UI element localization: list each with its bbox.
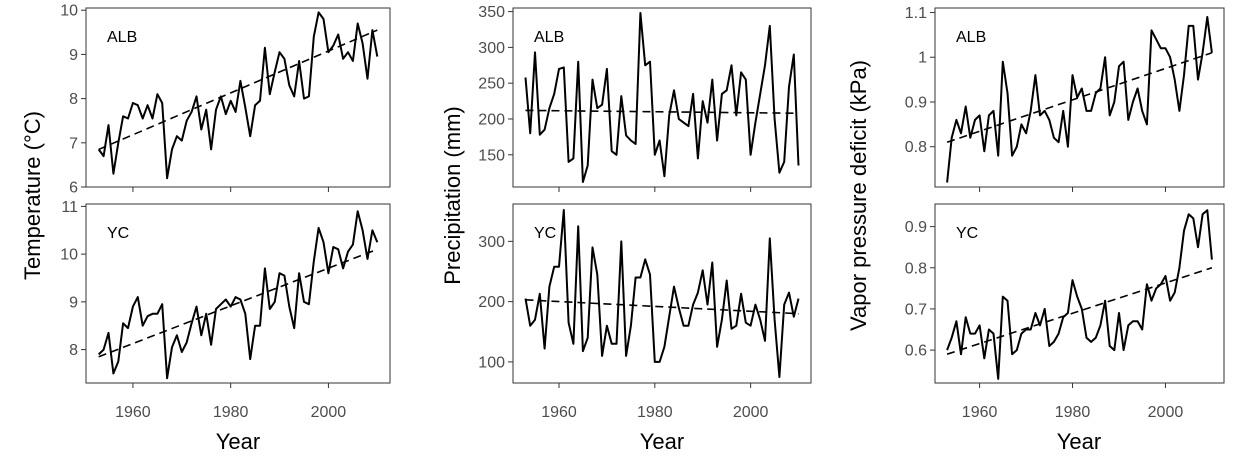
panel-label: YC xyxy=(956,225,978,242)
series-line-yc xyxy=(524,209,800,378)
y-tick-label: 150 xyxy=(478,147,505,164)
x-tick-label: 2000 xyxy=(733,404,769,421)
y-axis-title: Temperature (°C) xyxy=(20,111,45,280)
y-tick-label: 0.8 xyxy=(905,139,927,156)
panel-frame xyxy=(934,203,1225,384)
y-tick-label: 1 xyxy=(918,50,927,67)
y-tick-label: 300 xyxy=(478,40,505,57)
y-tick-label: 6 xyxy=(69,180,78,197)
panel-frame xyxy=(512,7,812,188)
trend-line-yc xyxy=(98,248,378,358)
trend-line-yc xyxy=(525,299,799,315)
trend-line-yc xyxy=(946,267,1213,355)
chart-1-panel-0: 150 200 250 300 350 ALB xyxy=(478,4,812,192)
y-tick-label: 100 xyxy=(478,354,505,371)
y-tick-label: 250 xyxy=(478,76,505,93)
y-tick-label: 0.7 xyxy=(905,301,927,318)
y-tick-label: 0.9 xyxy=(905,219,927,236)
x-tick-label: 1960 xyxy=(115,404,151,421)
panel-frame xyxy=(85,203,391,384)
x-tick-label: 1980 xyxy=(1055,404,1091,421)
x-tick-label: 1980 xyxy=(213,404,249,421)
y-tick-label: 200 xyxy=(478,111,505,128)
y-tick-label: 0.8 xyxy=(905,260,927,277)
panel-label: ALB xyxy=(956,29,986,46)
y-tick-label: 9 xyxy=(69,294,78,311)
panel-frame xyxy=(512,203,812,384)
trend-line-alb xyxy=(946,51,1213,144)
series-line-alb xyxy=(97,11,379,180)
panel-label: YC xyxy=(107,225,129,242)
y-tick-label: 10 xyxy=(60,3,78,20)
y-axis-title: Vapor pressure deficit (kPa) xyxy=(846,60,871,331)
x-axis-title: Year xyxy=(1057,429,1101,454)
y-tick-label: 1.1 xyxy=(905,5,927,22)
y-tick-label: 300 xyxy=(478,234,505,251)
y-tick-label: 350 xyxy=(478,4,505,21)
panel-label: YC xyxy=(534,225,556,242)
y-tick-label: 0.9 xyxy=(905,94,927,111)
chart-0-panel-1: 8 9 10 11 1960 1980 2000 YC xyxy=(60,199,391,421)
chart-1-panel-1: 100 200 300 1960 1980 2000 YC xyxy=(478,203,812,421)
trend-line-alb xyxy=(525,109,799,115)
panel-frame xyxy=(934,7,1225,188)
panel-label: ALB xyxy=(107,29,137,46)
x-tick-label: 1960 xyxy=(962,404,998,421)
chart-0-panel-0: 6 7 8 9 10 ALB xyxy=(60,3,391,197)
x-axis-title: Year xyxy=(216,429,260,454)
panel-frame xyxy=(85,7,391,188)
y-tick-label: 10 xyxy=(60,247,78,264)
panel-label: ALB xyxy=(534,29,564,46)
y-tick-label: 200 xyxy=(478,294,505,311)
y-tick-label: 0.6 xyxy=(905,343,927,360)
series-line-yc xyxy=(946,209,1213,380)
x-tick-label: 1960 xyxy=(541,404,577,421)
x-axis-title: Year xyxy=(640,429,684,454)
chart-2-panel-1: 0.6 0.7 0.8 0.9 1960 1980 2000 YC xyxy=(905,203,1225,421)
y-axis-title: Precipitation (mm) xyxy=(440,106,465,284)
x-tick-label: 1980 xyxy=(637,404,673,421)
y-tick-label: 8 xyxy=(69,91,78,108)
y-tick-label: 7 xyxy=(69,135,78,152)
series-line-alb xyxy=(946,16,1213,183)
series-line-alb xyxy=(524,12,800,183)
series-line-yc xyxy=(98,210,379,380)
y-tick-label: 9 xyxy=(69,47,78,64)
y-tick-label: 11 xyxy=(61,199,78,216)
chart-2-panel-0: 0.8 0.9 1 1.1 ALB xyxy=(905,5,1225,192)
x-tick-label: 2000 xyxy=(1148,404,1184,421)
y-tick-label: 8 xyxy=(69,342,78,359)
trend-line-alb xyxy=(98,29,378,151)
x-tick-label: 2000 xyxy=(311,404,347,421)
